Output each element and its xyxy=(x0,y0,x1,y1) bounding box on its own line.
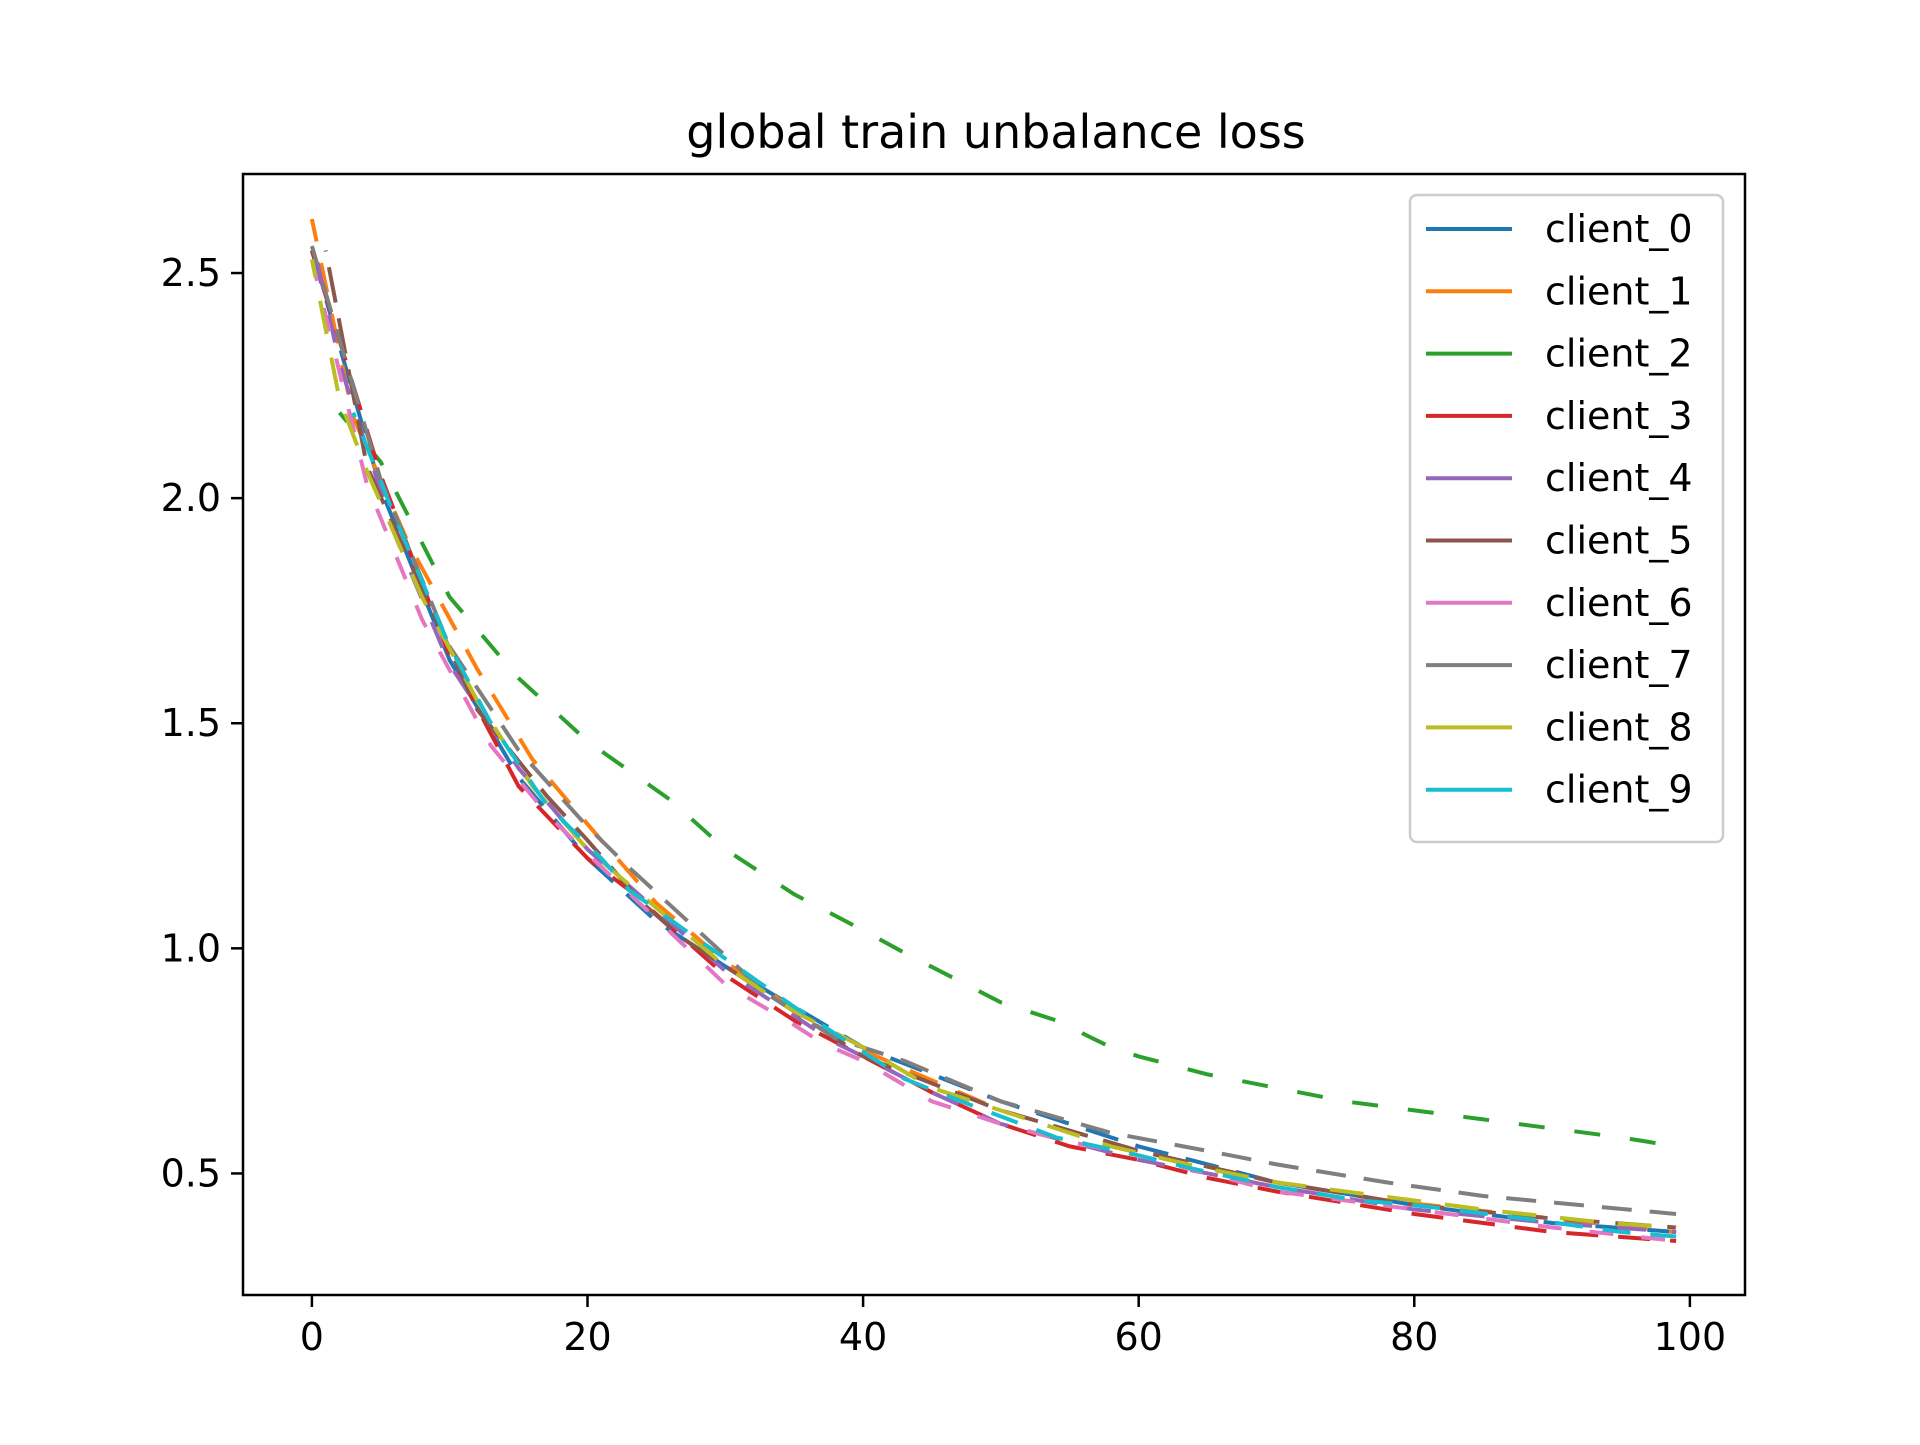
x-tick-label: 40 xyxy=(839,1315,887,1359)
series-layer xyxy=(309,218,1677,1243)
legend-label-client_5: client_5 xyxy=(1545,519,1693,563)
legend-label-client_9: client_9 xyxy=(1545,768,1693,812)
y-tick-label: 2.5 xyxy=(161,251,221,295)
x-axis: 0 20 40 60 80 100 xyxy=(300,1295,1726,1359)
series-line-client_8 xyxy=(309,259,1677,1230)
x-tick-label: 100 xyxy=(1654,1315,1727,1359)
y-axis: 0.5 1.0 1.5 2.0 2.5 xyxy=(161,251,243,1195)
series-line-client_4 xyxy=(309,236,1677,1234)
legend-label-client_6: client_6 xyxy=(1545,581,1693,625)
legend-box xyxy=(1408,193,1725,844)
x-tick-label: 80 xyxy=(1390,1315,1438,1359)
legend-label-client_3: client_3 xyxy=(1545,394,1693,438)
x-tick-label: 0 xyxy=(300,1315,324,1359)
y-tick-label: 2.0 xyxy=(161,476,221,520)
y-tick-label: 1.0 xyxy=(161,926,221,970)
series-line-client_7 xyxy=(309,245,1677,1216)
x-tick-label: 20 xyxy=(563,1315,611,1359)
legend: client_0 client_1 client_2 client_3 client_4… xyxy=(1408,193,1725,844)
series-line-client_5 xyxy=(323,250,1677,1230)
series-line-client_2 xyxy=(337,411,1677,1149)
plot-frame xyxy=(241,172,1747,1297)
legend-label-client_8: client_8 xyxy=(1545,705,1693,749)
legend-label-client_1: client_1 xyxy=(1545,269,1693,313)
legend-label-client_0: client_0 xyxy=(1545,207,1693,251)
legend-label-client_4: client_4 xyxy=(1545,456,1693,500)
legend-label-client_2: client_2 xyxy=(1545,332,1693,376)
x-tick-label: 60 xyxy=(1115,1315,1163,1359)
legend-label-client_7: client_7 xyxy=(1545,643,1693,687)
series-line-client_6 xyxy=(309,259,1677,1243)
series-line-client_3 xyxy=(309,249,1677,1243)
y-tick-label: 0.5 xyxy=(161,1151,221,1195)
chart-title: global train unbalance loss xyxy=(686,105,1306,159)
y-tick-label: 1.5 xyxy=(161,701,221,745)
